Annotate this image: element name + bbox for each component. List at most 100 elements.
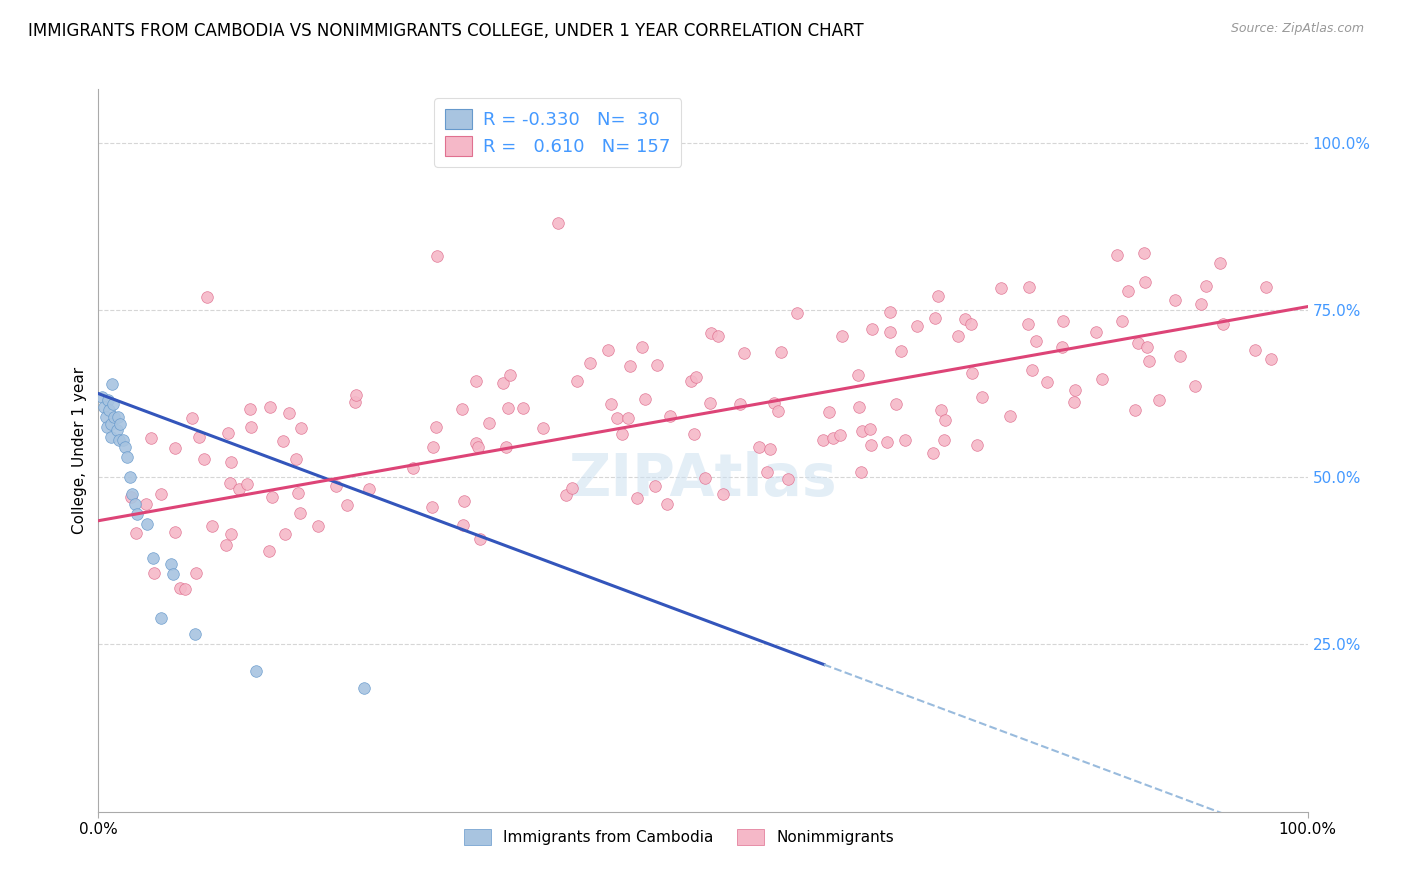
Point (831, 329, 853, 343)
Point (707, 329, 730, 343)
Point (631, 340, 654, 354)
Point (655, 497, 678, 511)
Point (308, 519, 330, 533)
Point (531, 421, 554, 435)
Point (1017, 317, 1039, 331)
Point (1209, 256, 1232, 270)
Point (1036, 376, 1059, 390)
Point (758, 442, 780, 457)
Point (934, 413, 956, 427)
Point (1063, 383, 1085, 397)
Point (100, 430, 122, 444)
Point (499, 368, 522, 382)
Point (124, 497, 146, 511)
Point (730, 396, 752, 410)
Point (617, 411, 640, 425)
Point (187, 430, 209, 444)
Point (117, 450, 139, 465)
Point (325, 479, 347, 493)
Point (579, 356, 602, 370)
Point (228, 483, 250, 497)
Point (141, 431, 163, 445)
Point (1244, 343, 1267, 357)
Point (425, 420, 447, 434)
Point (165, 442, 187, 456)
Point (160, 557, 183, 572)
Point (644, 479, 666, 493)
Text: Source: ZipAtlas.com: Source: ZipAtlas.com (1230, 22, 1364, 36)
Point (927, 289, 949, 303)
Point (111, 434, 134, 448)
Point (278, 406, 301, 420)
Point (921, 446, 943, 460)
Point (596, 343, 619, 357)
Point (859, 437, 882, 451)
Point (1164, 293, 1187, 308)
Point (239, 401, 262, 416)
Point (998, 409, 1021, 423)
Point (1212, 318, 1234, 332)
Point (453, 494, 475, 508)
Point (932, 433, 955, 447)
Point (1184, 379, 1206, 393)
Point (512, 401, 534, 416)
Point (219, 527, 242, 541)
Point (107, 410, 129, 425)
Point (180, 411, 202, 425)
Point (1116, 284, 1139, 298)
Point (756, 465, 779, 479)
Point (1133, 276, 1156, 290)
Point (451, 517, 474, 532)
Point (1260, 352, 1282, 367)
Point (879, 326, 901, 340)
Point (274, 527, 297, 541)
Point (948, 328, 970, 343)
Point (135, 497, 157, 511)
Point (1126, 336, 1149, 351)
Point (100, 417, 122, 431)
Point (599, 397, 621, 411)
Point (699, 396, 721, 410)
Point (240, 420, 263, 434)
Point (91, 390, 114, 404)
Point (451, 401, 474, 416)
Point (492, 376, 515, 391)
Point (184, 627, 207, 641)
Point (884, 397, 907, 411)
Point (336, 498, 359, 512)
Point (184, 566, 207, 581)
Point (120, 490, 142, 504)
Point (626, 491, 648, 506)
Point (357, 482, 380, 496)
Point (634, 392, 657, 406)
Point (169, 581, 191, 595)
Point (893, 433, 915, 447)
Point (1254, 280, 1277, 294)
Point (1132, 246, 1154, 260)
Point (972, 390, 994, 404)
Point (464, 375, 486, 389)
Point (1085, 325, 1108, 339)
Point (287, 486, 309, 500)
Point (619, 359, 641, 373)
Point (762, 396, 785, 410)
Point (108, 417, 131, 431)
Point (1147, 392, 1170, 407)
Point (344, 388, 367, 402)
Point (711, 486, 734, 500)
Point (786, 306, 808, 320)
Point (846, 368, 869, 382)
Point (142, 550, 165, 565)
Point (1105, 248, 1128, 262)
Point (96, 420, 118, 434)
Point (565, 374, 588, 388)
Point (498, 401, 520, 415)
Point (478, 416, 501, 430)
Point (953, 311, 976, 326)
Point (105, 424, 128, 438)
Point (695, 471, 717, 485)
Point (1136, 340, 1159, 354)
Point (353, 681, 375, 695)
Point (97, 393, 120, 408)
Point (420, 500, 443, 514)
